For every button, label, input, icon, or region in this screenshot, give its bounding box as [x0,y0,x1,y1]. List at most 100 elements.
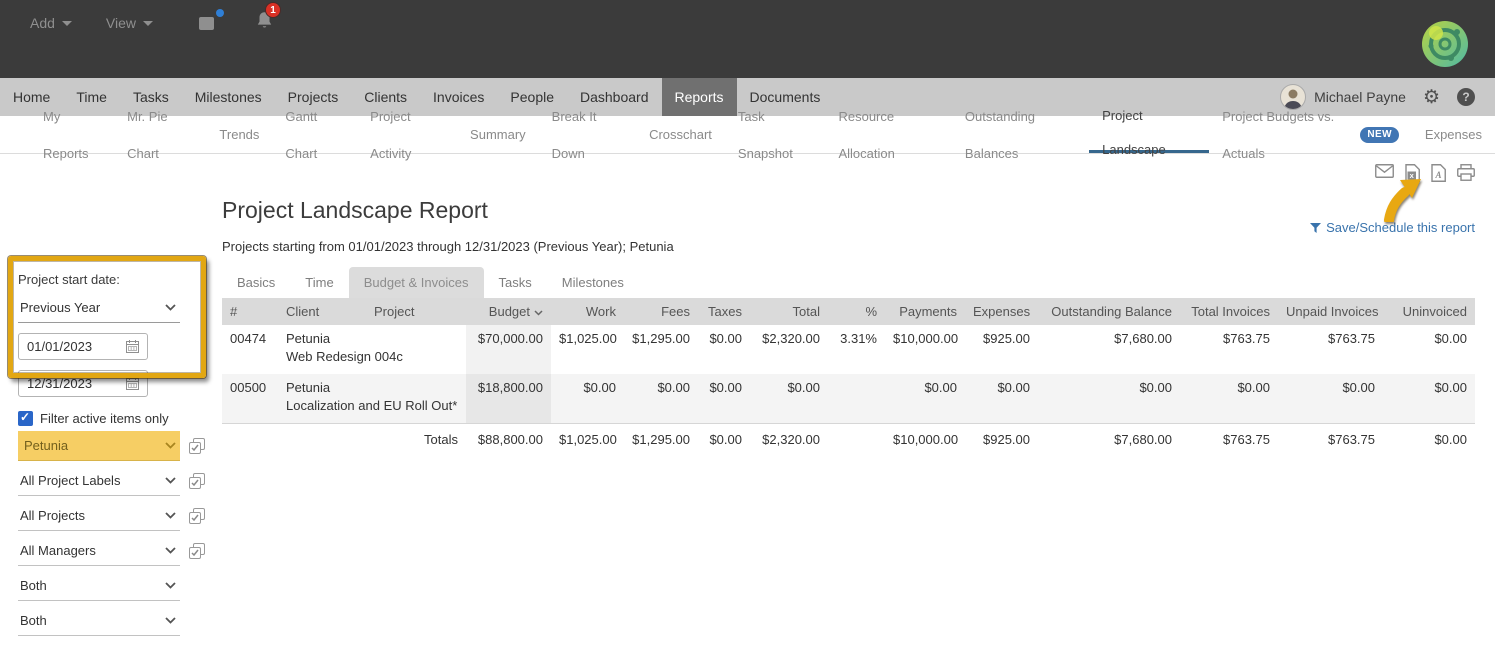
nav-item-projects[interactable]: Projects [287,89,339,105]
both-select-2[interactable]: Both [18,606,180,636]
date-from-value[interactable] [27,339,111,354]
col-header-unpaid-invoices[interactable]: Unpaid Invoices [1278,298,1383,325]
subnav-project-landscape[interactable]: Project Landscape [1089,108,1210,157]
start-date-label: Project start date: [18,272,120,287]
project-name[interactable]: Localization and EU Roll Out* [286,398,458,413]
col-header-outstanding[interactable]: Outstanding Balance [1038,298,1180,325]
tab-basics[interactable]: Basics [237,275,276,290]
col-header-taxes[interactable]: Taxes [698,298,750,325]
help-icon[interactable]: ? [1457,88,1475,106]
nav-item-milestones[interactable]: Milestones [194,89,262,105]
nav-item-clients[interactable]: Clients [364,89,408,105]
pdf-export-icon[interactable]: A [1431,164,1446,182]
filter-active-label: Filter active items only [40,411,169,426]
nav-item-reports[interactable]: Reports [661,78,737,116]
cell-project-num[interactable]: 00474 [230,331,267,346]
col-header-payments[interactable]: Payments [885,298,965,325]
notifications-button[interactable]: 1 [256,2,282,35]
nav-item-home[interactable]: Home [13,89,51,105]
top-utility-bar: Add View 1 [0,0,1495,78]
col-header-total-invoices[interactable]: Total Invoices [1180,298,1278,325]
cell-payments: $10,000.00 [893,331,959,346]
multi-select-icon[interactable] [189,543,205,559]
nav-item-dashboard[interactable]: Dashboard [580,89,649,105]
table-row: 00500 Petunia Localization and EU Roll O… [222,374,1475,424]
col-header-project[interactable]: Project [366,298,466,325]
calendar-icon[interactable] [126,377,139,390]
multi-select-icon[interactable] [189,438,205,454]
start-date-to-input[interactable] [18,370,148,397]
col-header-work[interactable]: Work [551,298,624,325]
client-name[interactable]: Petunia [286,331,331,346]
tab-milestones[interactable]: Milestones [561,275,624,290]
subnav-resource-allocation[interactable]: Resource Allocation [838,108,895,161]
client-select[interactable]: Petunia [18,431,180,461]
app-logo[interactable] [1421,20,1469,68]
add-menu-label: Add [30,15,55,31]
subnav-expenses[interactable]: Expenses [1424,127,1482,142]
client-name[interactable]: Petunia [286,380,331,395]
cell-outstanding: $7,680.00 [1114,331,1172,346]
cell-total-invoices: $763.75 [1223,331,1270,346]
date-range-select[interactable]: Previous Year [18,297,180,323]
tab-budget-invoices[interactable]: Budget & Invoices [348,267,484,298]
project-labels-select[interactable]: All Project Labels [18,466,180,496]
nav-item-invoices[interactable]: Invoices [433,89,485,105]
excel-export-icon[interactable]: x [1405,164,1420,182]
subnav-mr-pie-chart[interactable]: Mr. Pie Chart [127,108,168,161]
user-menu[interactable]: Michael Payne [1280,84,1406,110]
subnav-summary[interactable]: Summary [470,127,526,142]
col-header-uninvoiced[interactable]: Uninvoiced [1383,298,1475,325]
multi-select-icon[interactable] [189,473,205,489]
start-date-from-input[interactable] [18,333,148,360]
col-header-budget-sorted[interactable]: Budget [466,298,551,325]
subnav-gantt-chart[interactable]: Gantt Chart [285,108,318,161]
subnav-my-reports[interactable]: My Reports [43,108,89,161]
subnav-break-it-down[interactable]: Break It Down [551,108,597,161]
print-icon[interactable] [1457,164,1475,181]
calendar-icon[interactable] [126,340,139,353]
cell-work: $1,025.00 [559,331,617,346]
add-menu[interactable]: Add [30,15,72,31]
view-menu-label: View [105,15,137,31]
email-report-icon[interactable] [1375,164,1394,178]
subnav-task-snapshot[interactable]: Task Snapshot [737,108,793,161]
col-header-expenses[interactable]: Expenses [965,298,1038,325]
cell-outstanding: $0.00 [1139,380,1172,395]
table-row: 00474 Petunia Web Redesign 004c $70,000.… [222,325,1475,374]
subnav-crosschart[interactable]: Crosschart [649,127,712,142]
chevron-down-icon [165,582,176,589]
subnav-outstanding-balances[interactable]: Outstanding Balances [964,108,1036,161]
projects-select[interactable]: All Projects [18,501,180,531]
new-badge: NEW [1360,126,1399,143]
both-select-1[interactable]: Both [18,571,180,601]
nav-item-tasks[interactable]: Tasks [132,89,169,105]
client-select-value: Petunia [24,438,69,453]
multi-select-icon[interactable] [189,508,205,524]
tab-tasks[interactable]: Tasks [498,275,532,290]
date-to-value[interactable] [27,376,111,391]
cell-taxes: $0.00 [709,331,742,346]
save-schedule-link[interactable]: Save/Schedule this report [1310,220,1475,235]
subnav-trends[interactable]: Trends [219,127,260,142]
nav-item-time[interactable]: Time [76,89,107,105]
filter-active-checkbox[interactable] [18,410,33,426]
totals-total: $2,320.00 [750,423,828,455]
managers-select[interactable]: All Managers [18,536,180,566]
main-nav: Home Time Tasks Milestones Projects Clie… [0,78,1495,116]
col-header-num[interactable]: # [222,298,278,325]
cell-project-num[interactable]: 00500 [230,380,267,395]
col-header-total[interactable]: Total [750,298,828,325]
col-header-client[interactable]: Client [278,298,366,325]
settings-gear-icon[interactable]: ⚙ [1422,86,1440,108]
project-name[interactable]: Web Redesign 004c [286,349,403,364]
nav-item-documents[interactable]: Documents [749,89,821,105]
col-header-pct[interactable]: % [828,298,885,325]
messages-button[interactable] [199,8,225,30]
tab-time[interactable]: Time [305,275,334,290]
view-menu[interactable]: View [105,15,154,31]
col-header-fees[interactable]: Fees [624,298,698,325]
subnav-project-activity[interactable]: Project Activity [370,108,412,161]
nav-item-people[interactable]: People [510,89,554,105]
subnav-project-budgets-vs-actuals[interactable]: Project Budgets vs. Actuals NEW [1209,109,1412,161]
